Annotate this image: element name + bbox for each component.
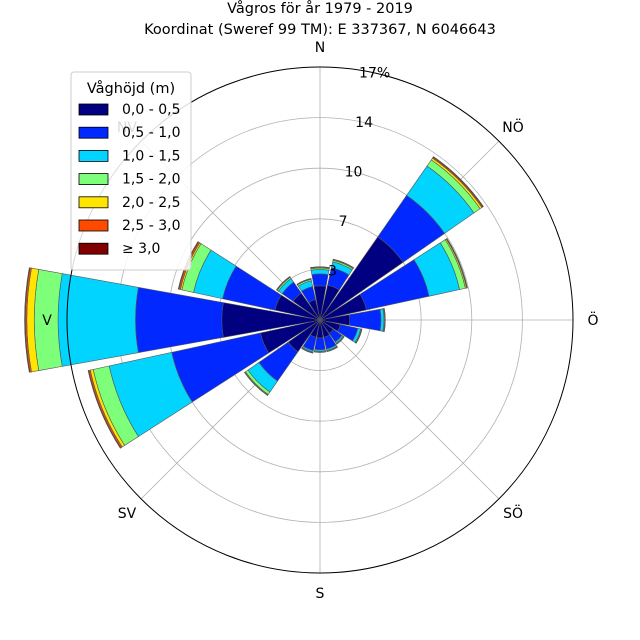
rose-bars (24, 156, 484, 449)
grid-spoke (319, 319, 500, 500)
radial-tick-label: 10 (345, 165, 363, 181)
rose-bar-segment (311, 273, 329, 287)
rose-bar-segment (310, 269, 330, 275)
direction-label: NÖ (502, 118, 524, 136)
radial-tick-label: 7 (339, 214, 348, 230)
legend-entry-label: 1,0 - 1,5 (122, 148, 180, 164)
direction-labels: NNÖÖSÖSSVVNV (42, 40, 598, 602)
rose-bar-segment (355, 328, 363, 344)
legend-entry-label: ≥ 3,0 (122, 241, 160, 257)
direction-label: SÖ (503, 504, 523, 522)
rose-bar-segment (313, 351, 327, 353)
legend-swatch (78, 126, 109, 139)
chart-subtitle: Koordinat (Sweref 99 TM): E 337367, N 60… (144, 22, 496, 38)
rose-bar-segment (135, 286, 224, 354)
legend-entries: 0,0 - 0,5 0,5 - 1,0 1,0 - 1,5 1,5 - 2,0 2,0 … (78, 102, 180, 257)
rose-bar-segment (336, 336, 345, 345)
rose-bar-segment (57, 273, 139, 367)
legend: Våghöjd (m) 0,0 - 0,5 0,5 - 1,0 1,0 - 1,5 1… (70, 71, 192, 271)
legend-swatch (78, 242, 109, 255)
rose-bar-segment (310, 266, 330, 269)
direction-label: S (316, 586, 325, 602)
rose-bar-segment (87, 370, 122, 449)
legend-swatch (78, 219, 109, 232)
legend-entry-label: 2,5 - 3,0 (122, 218, 180, 234)
polar-frame (66, 66, 574, 574)
rose-bar-segment (276, 276, 291, 291)
rose-bar-segment (244, 371, 269, 396)
rose-bar-segment (326, 346, 338, 353)
rose-bar-segment (446, 238, 468, 289)
legend-swatch (78, 103, 109, 116)
legend-swatch (78, 149, 109, 162)
legend-title: Våghöjd (m) (87, 80, 175, 97)
legend-entry-label: 0,5 - 1,0 (122, 125, 180, 141)
radial-tick-label: 17% (359, 66, 390, 82)
direction-label: N (315, 40, 325, 56)
legend-entry-label: 0,0 - 0,5 (122, 102, 180, 118)
direction-label: SV (118, 506, 137, 522)
radial-tick-labels: 3 7 10 14 17% (328, 66, 390, 280)
legend-swatch (78, 196, 109, 209)
legend-entry-label: 1,5 - 2,0 (122, 172, 180, 188)
rose-bar-segment (332, 258, 355, 269)
rose-bar-segment (432, 156, 484, 208)
chart-title: Vågros för år 1979 - 2019 (227, 0, 413, 17)
rose-bar-segment (24, 267, 31, 373)
rose-bar-segment (383, 308, 386, 332)
rose-bar-segment (177, 241, 199, 290)
rose-bar-segment (301, 348, 314, 354)
legend-entry-label: 2,0 - 2,5 (122, 195, 180, 211)
legend-swatch (78, 173, 109, 186)
direction-label: V (42, 313, 52, 329)
direction-label: Ö (587, 311, 598, 329)
radial-tick-label: 14 (355, 115, 373, 131)
rose-bar-segment (296, 278, 312, 285)
rose-bar-segment (314, 337, 326, 351)
radial-tick-label: 3 (328, 264, 337, 280)
